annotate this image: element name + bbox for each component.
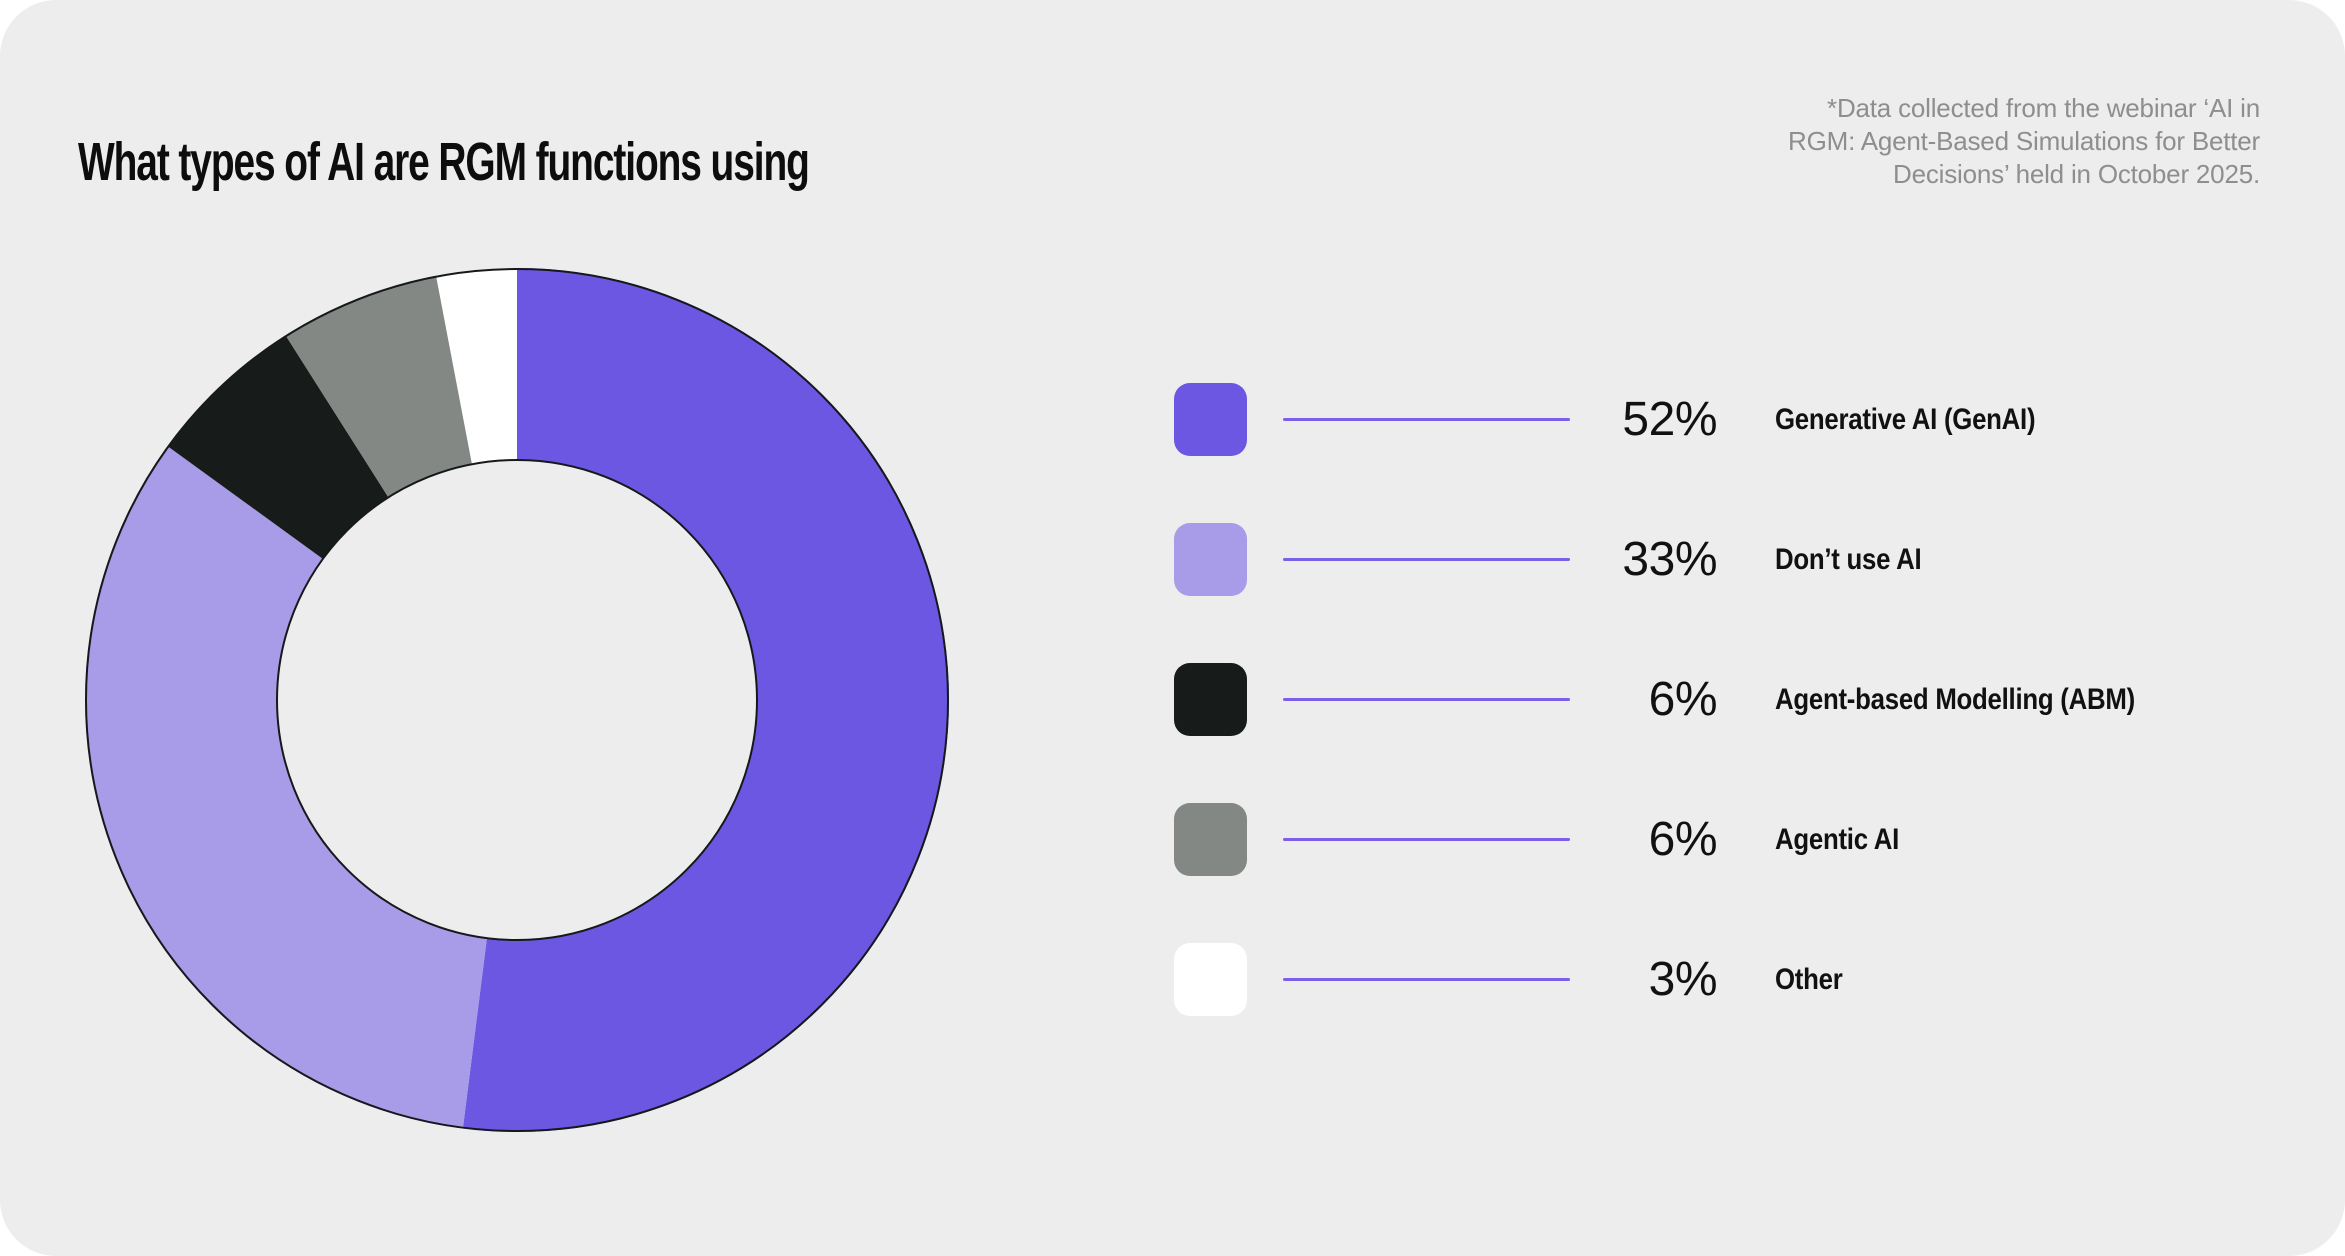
legend-label: Other <box>1775 962 1843 996</box>
legend-connector-line <box>1283 838 1570 841</box>
donut-chart <box>85 268 949 1132</box>
legend-label: Agentic AI <box>1775 822 1900 856</box>
source-note-line: RGM: Agent-Based Simulations for Better <box>1788 126 2260 156</box>
legend-item: 6% Agent-based Modelling (ABM) <box>1174 663 2194 736</box>
donut-slice-2 <box>85 446 487 1129</box>
legend-label: Generative AI (GenAI) <box>1775 402 2036 436</box>
legend-swatch <box>1174 803 1247 876</box>
legend-item: 6% Agentic AI <box>1174 803 2194 876</box>
legend-connector-line <box>1283 418 1570 421</box>
legend-percentage: 3% <box>1648 953 1718 1006</box>
legend-label: Agent-based Modelling (ABM) <box>1775 682 2135 716</box>
chart-title: What types of AI are RGM functions using <box>78 132 810 193</box>
legend-percentage: 6% <box>1648 673 1718 726</box>
legend-connector-line <box>1283 698 1570 701</box>
legend-item: 33% Don’t use AI <box>1174 523 2194 596</box>
legend-swatch <box>1174 523 1247 596</box>
donut-slice-5 <box>436 268 517 465</box>
donut-inner-ring <box>276 459 758 941</box>
legend-item: 3% Other <box>1174 943 2194 1016</box>
chart-legend: 52% Generative AI (GenAI) 33% Don’t use AI 6… <box>1174 383 2194 1083</box>
legend-swatch <box>1174 943 1247 1016</box>
legend-swatch <box>1174 383 1247 456</box>
legend-swatch <box>1174 663 1247 736</box>
legend-percentage: 33% <box>1622 533 1717 586</box>
donut-slice-1 <box>462 268 949 1132</box>
legend-percentage: 52% <box>1622 393 1717 446</box>
source-note-line: *Data collected from the webinar ‘AI in <box>1827 93 2260 123</box>
legend-item: 52% Generative AI (GenAI) <box>1174 383 2194 456</box>
source-note: *Data collected from the webinar ‘AI in … <box>1620 92 2260 191</box>
legend-label: Don’t use AI <box>1775 542 1922 576</box>
donut-slice-4 <box>285 275 473 498</box>
legend-connector-line <box>1283 978 1570 981</box>
legend-percentage: 6% <box>1648 813 1718 866</box>
donut-slice-3 <box>167 335 389 559</box>
source-note-line: Decisions’ held in October 2025. <box>1893 159 2260 189</box>
donut-outer-ring <box>85 268 949 1132</box>
legend-connector-line <box>1283 558 1570 561</box>
